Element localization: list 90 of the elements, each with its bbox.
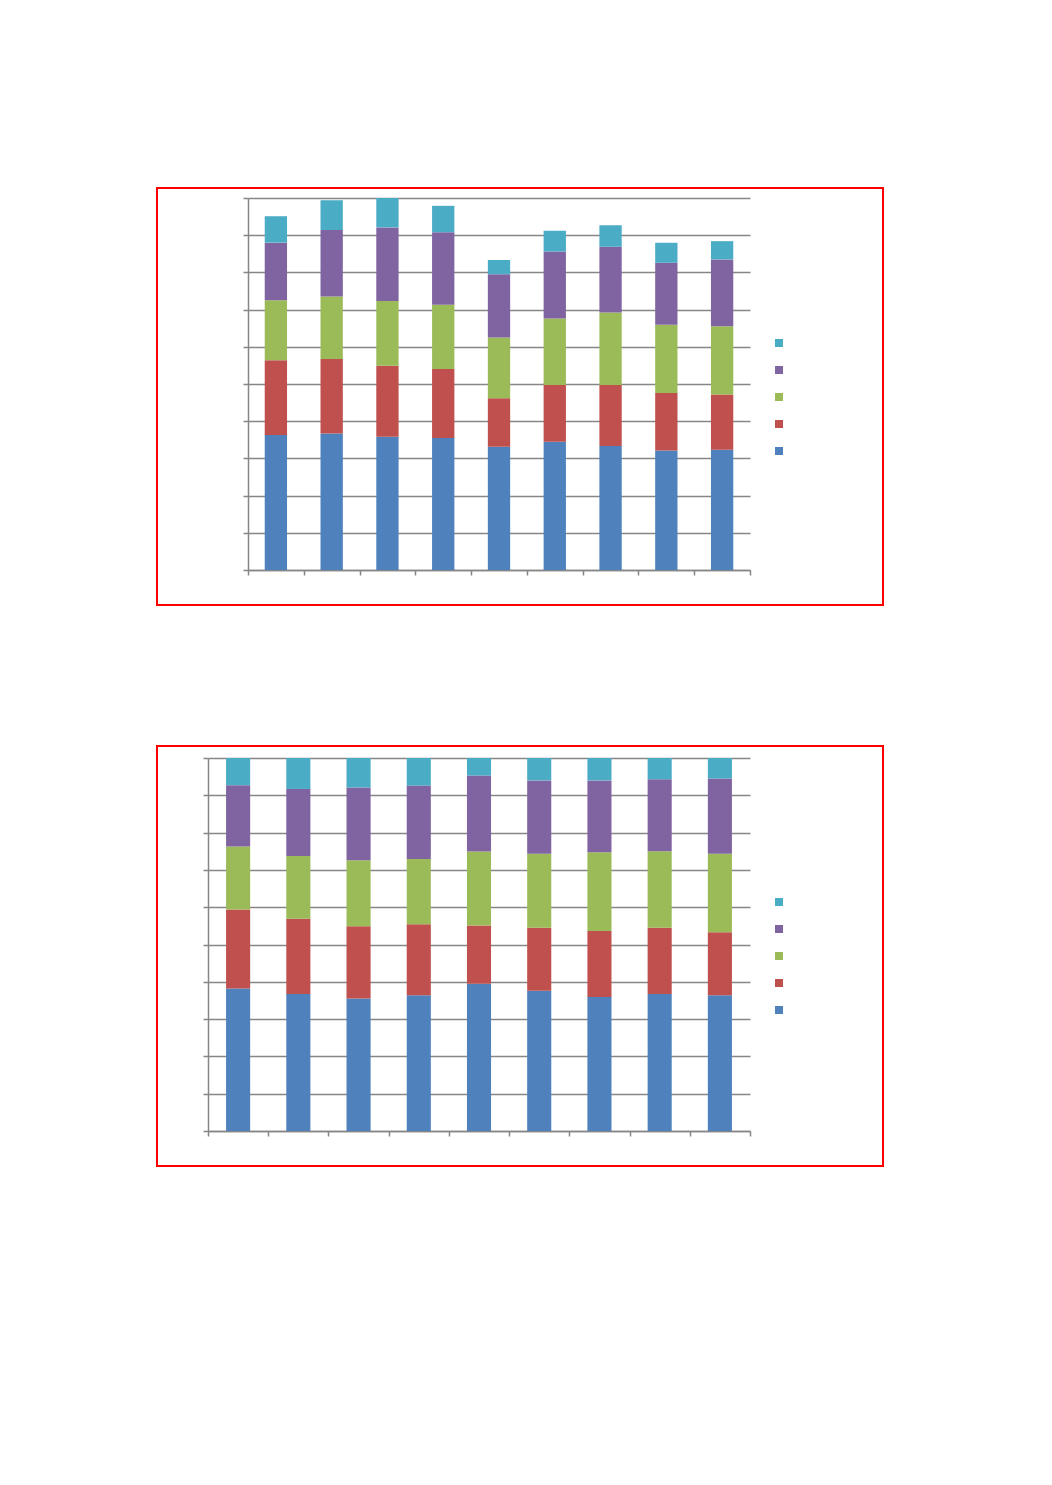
bar — [599, 312, 622, 386]
bar — [376, 198, 399, 228]
bar — [264, 242, 288, 301]
bar — [376, 301, 399, 366]
bar — [587, 852, 612, 932]
bar — [587, 931, 612, 998]
bar — [376, 436, 399, 570]
bar — [655, 392, 678, 451]
bar — [707, 778, 732, 854]
bar — [432, 205, 455, 233]
bar — [432, 369, 455, 438]
bar — [320, 296, 343, 360]
bar — [466, 925, 492, 984]
bar — [599, 225, 622, 247]
bar — [647, 779, 672, 852]
bar — [466, 758, 492, 776]
bar — [647, 851, 672, 928]
bar — [599, 385, 622, 447]
bar — [226, 909, 251, 989]
bar — [655, 242, 678, 263]
bar — [376, 227, 399, 302]
bar — [406, 995, 431, 1131]
bar — [346, 998, 371, 1131]
bar — [647, 758, 672, 780]
bar — [647, 994, 672, 1131]
bar — [320, 359, 343, 434]
bar — [599, 446, 622, 570]
bar — [707, 758, 732, 779]
bar — [346, 787, 371, 861]
bar — [286, 856, 311, 919]
bar — [264, 434, 288, 570]
bar — [599, 246, 622, 313]
bar — [543, 441, 566, 570]
bar — [655, 262, 678, 325]
bar — [543, 251, 566, 319]
bar — [432, 232, 455, 305]
bar — [264, 300, 288, 361]
bar — [710, 259, 734, 327]
bar — [376, 365, 399, 437]
bar — [432, 437, 455, 570]
bar — [527, 853, 552, 928]
bar — [346, 860, 371, 927]
bar — [710, 449, 734, 570]
bar — [286, 758, 311, 789]
bar — [466, 851, 492, 926]
bar — [320, 433, 343, 570]
bar — [527, 927, 552, 991]
bar — [226, 988, 251, 1131]
bar — [487, 274, 511, 338]
bar — [707, 853, 732, 933]
bar — [466, 775, 492, 852]
bar — [487, 260, 511, 275]
bar — [527, 758, 552, 781]
bar — [710, 241, 734, 260]
bar — [320, 200, 343, 230]
bar — [707, 995, 732, 1131]
bar — [707, 932, 732, 996]
bar — [226, 785, 251, 847]
bar — [286, 994, 311, 1131]
bar — [710, 394, 734, 450]
bar — [406, 785, 431, 860]
bar — [286, 788, 311, 857]
bar — [226, 758, 251, 786]
bar — [406, 758, 431, 786]
bar — [466, 983, 492, 1131]
bar — [543, 318, 566, 386]
bar — [286, 918, 311, 995]
bar — [346, 926, 371, 999]
bar — [543, 230, 566, 252]
bar — [527, 780, 552, 854]
bar — [406, 924, 431, 996]
bar — [320, 229, 343, 297]
bar — [655, 450, 678, 570]
bar — [487, 398, 511, 447]
bar — [710, 326, 734, 395]
bar — [587, 997, 612, 1131]
bar — [487, 337, 511, 399]
bar — [406, 859, 431, 925]
bar — [264, 216, 288, 243]
bar — [432, 304, 455, 370]
bar — [346, 758, 371, 788]
bar — [487, 446, 511, 570]
bar — [587, 758, 612, 781]
bar — [655, 324, 678, 393]
bar — [647, 927, 672, 995]
bar — [264, 360, 288, 435]
bar — [587, 780, 612, 853]
bar — [543, 385, 566, 442]
bar — [226, 846, 251, 910]
bar — [527, 990, 552, 1131]
